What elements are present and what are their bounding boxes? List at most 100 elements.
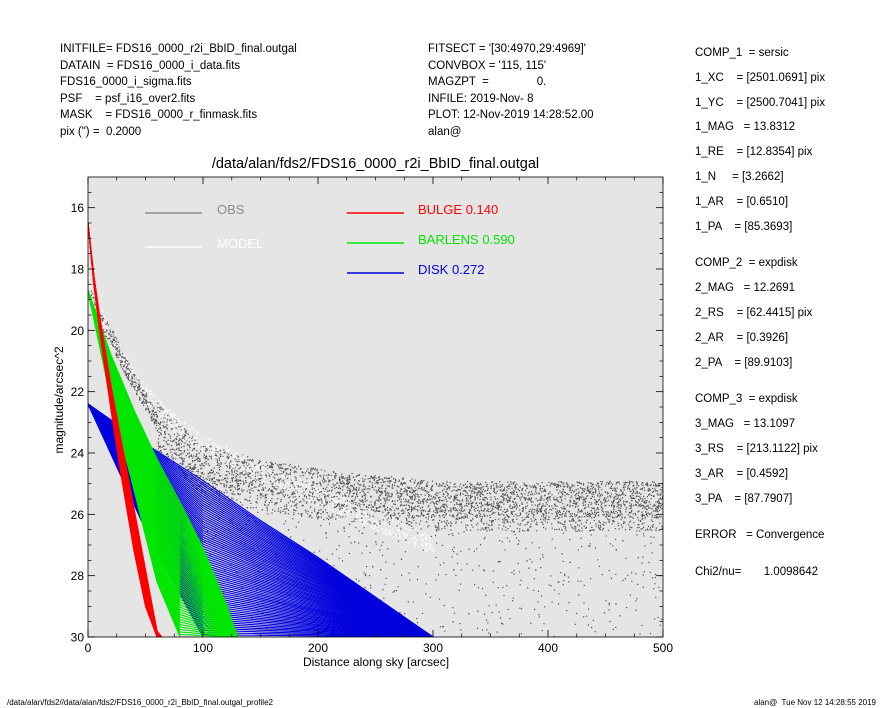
obs-point: [573, 499, 575, 502]
obs-point: [444, 503, 446, 505]
obs-point: [179, 453, 181, 455]
obs-point: [628, 482, 630, 484]
obs-point: [520, 513, 522, 515]
obs-point: [417, 515, 420, 517]
obs-point: [503, 503, 505, 505]
obs-point: [492, 505, 494, 507]
obs-point: [530, 500, 532, 502]
obs-point: [558, 511, 560, 513]
obs-point: [251, 484, 253, 486]
obs-point: [569, 490, 571, 492]
obs-point: [412, 515, 414, 517]
obs-point: [234, 480, 236, 482]
obs-point: [199, 476, 201, 478]
obs-point: [611, 493, 613, 495]
obs-point: [574, 514, 576, 516]
obs-point: [356, 474, 359, 476]
obs-point: [588, 504, 590, 506]
obs-point: [473, 487, 475, 489]
obs-point: [355, 508, 357, 510]
obs-point: [476, 494, 478, 496]
obs-point: [281, 492, 283, 494]
obs-point: [589, 514, 592, 516]
obs-point: [345, 477, 347, 479]
obs-point: [368, 485, 370, 487]
obs-point: [595, 508, 598, 511]
obs-point: [164, 437, 166, 439]
obs-point: [510, 511, 512, 513]
obs-point: [324, 470, 326, 472]
obs-point: [152, 418, 154, 420]
obs-point: [231, 470, 233, 472]
obs-point: [130, 379, 132, 381]
obs-point: [399, 490, 401, 492]
obs-point: [414, 490, 416, 492]
obs-point: [297, 491, 299, 493]
obs-point: [320, 525, 322, 527]
obs-point: [484, 496, 487, 499]
obs-point: [339, 479, 341, 481]
obs-point: [298, 495, 301, 498]
obs-point: [644, 489, 646, 492]
obs-point: [555, 516, 557, 518]
obs-point: [584, 488, 586, 490]
obs-point: [169, 437, 172, 439]
obs-point: [362, 501, 364, 503]
obs-point: [181, 469, 183, 471]
obs-point: [400, 503, 402, 505]
obs-point: [488, 503, 490, 505]
obs-point: [431, 485, 434, 487]
obs-point: [259, 460, 262, 462]
obs-point: [179, 450, 181, 452]
obs-point: [537, 511, 539, 513]
obs-point: [120, 362, 122, 364]
obs-point: [450, 507, 452, 509]
obs-point: [335, 506, 337, 508]
obs-point: [370, 476, 373, 478]
obs-point: [234, 458, 236, 460]
obs-point: [472, 526, 474, 528]
obs-point: [203, 479, 205, 481]
obs-point: [313, 498, 315, 500]
obs-point: [429, 596, 432, 598]
obs-point: [639, 488, 642, 490]
obs-point: [636, 502, 638, 504]
obs-point: [459, 500, 461, 502]
obs-point: [312, 481, 314, 483]
obs-point: [175, 438, 177, 440]
obs-point: [380, 544, 382, 547]
obs-point: [232, 474, 235, 476]
obs-point: [608, 492, 610, 494]
obs-point: [292, 518, 294, 520]
obs-point: [587, 624, 589, 626]
obs-point: [191, 478, 193, 480]
obs-point: [499, 481, 501, 483]
obs-point: [164, 426, 166, 428]
obs-point: [356, 494, 358, 496]
obs-point: [370, 495, 372, 497]
obs-point: [591, 529, 593, 531]
obs-point: [313, 508, 316, 510]
obs-point: [612, 511, 615, 513]
obs-point: [383, 597, 385, 599]
obs-point: [106, 322, 108, 324]
obs-point: [375, 508, 377, 510]
obs-point: [177, 448, 179, 450]
obs-point: [569, 516, 571, 518]
obs-point: [257, 472, 259, 474]
obs-point: [580, 510, 582, 512]
obs-point: [540, 509, 542, 511]
obs-point: [331, 500, 333, 502]
obs-point: [432, 514, 434, 516]
obs-point: [459, 494, 461, 496]
obs-point: [127, 372, 129, 375]
obs-point: [151, 404, 153, 406]
obs-point: [123, 371, 126, 373]
obs-point: [434, 525, 436, 527]
obs-point: [185, 431, 187, 433]
obs-point: [212, 485, 214, 487]
obs-point: [467, 516, 469, 519]
obs-point: [542, 554, 544, 556]
obs-point: [306, 497, 308, 499]
obs-point: [631, 516, 633, 518]
